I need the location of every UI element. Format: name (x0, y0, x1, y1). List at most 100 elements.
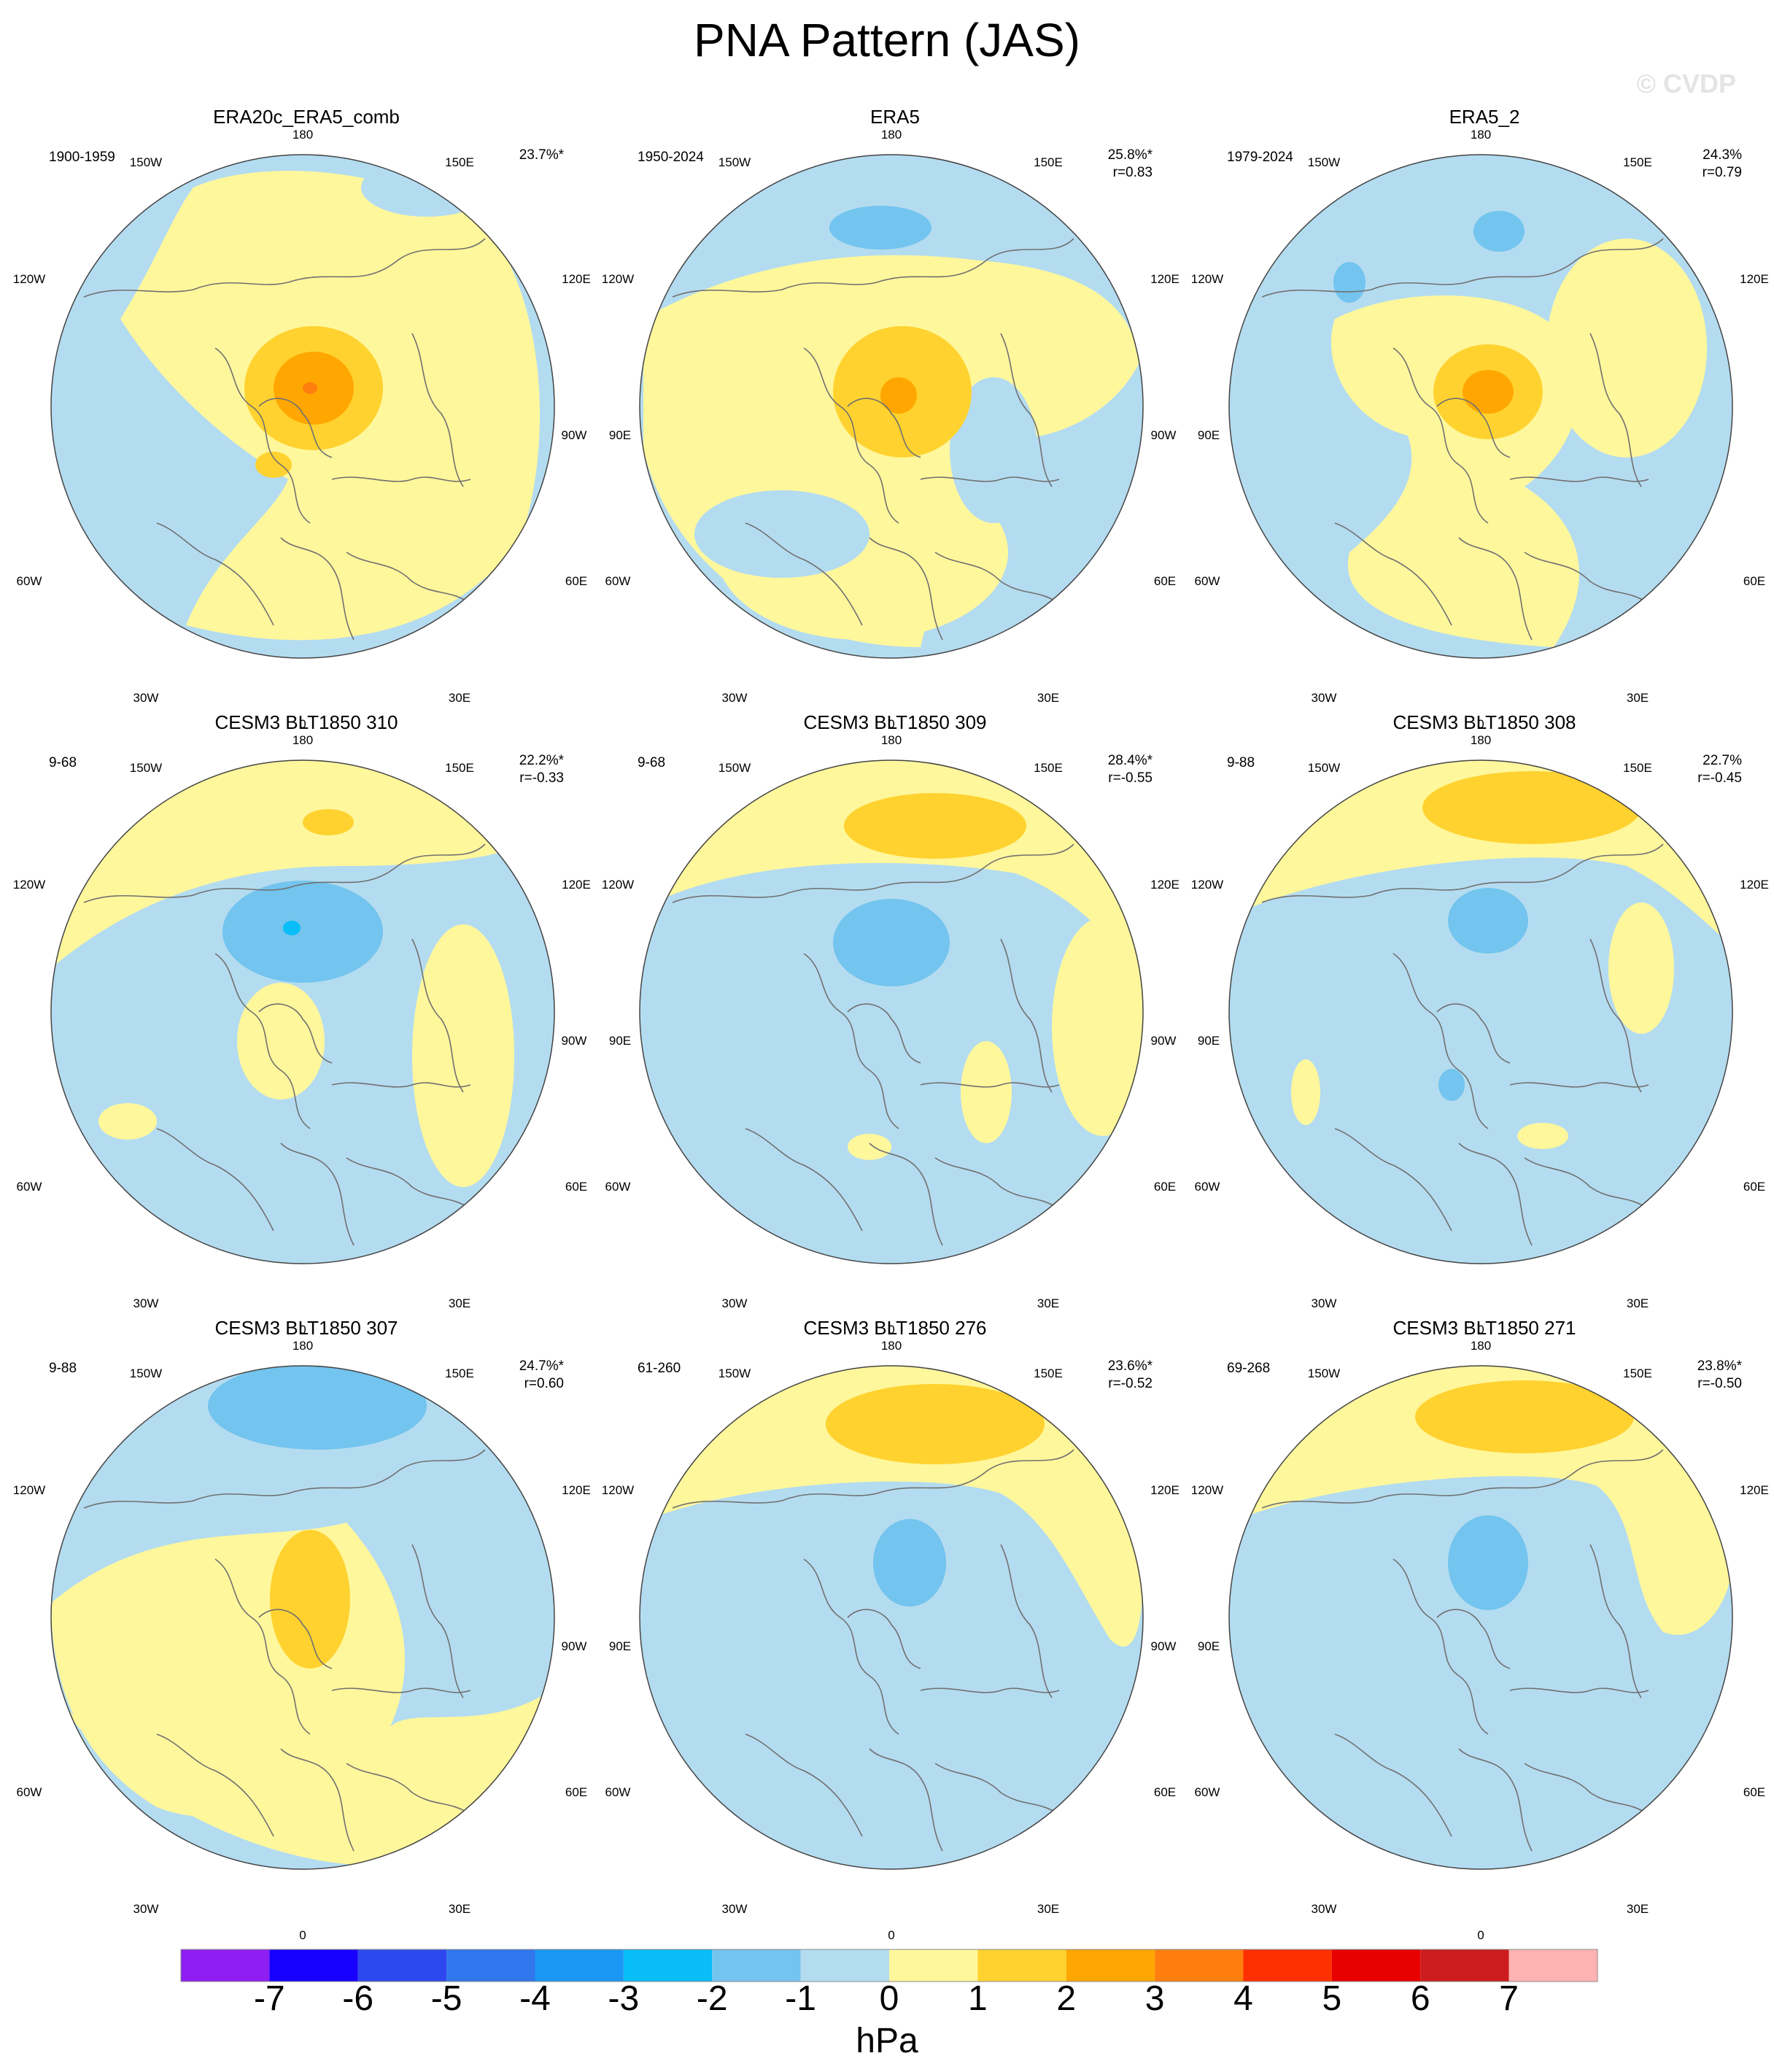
longitude-label: 60W (16, 574, 42, 588)
longitude-label: 60W (605, 1785, 631, 1799)
coastline (1524, 1763, 1649, 1815)
colorbar-swatch (623, 1949, 713, 1982)
polar-map (50, 759, 555, 1264)
panel-stats: 24.7%* r=0.60 (519, 1358, 564, 1393)
longitude-label: 0 (1477, 1323, 1484, 1337)
contour-region (283, 921, 301, 935)
map-border (50, 1365, 555, 1870)
correlation-value: r=-0.45 (1697, 770, 1742, 786)
coastline (1524, 1157, 1649, 1210)
map-border (1228, 1365, 1733, 1870)
contour-region (1291, 1059, 1320, 1125)
panel-stats: 23.6%* r=-0.52 (1108, 1358, 1153, 1393)
map-panel: ERA5_2 1979-2024 24.3% r=0.79 180 150E 120E 90E… (1151, 106, 1774, 731)
longitude-label: 150W (718, 155, 751, 169)
coastline (1436, 1609, 1511, 1669)
contour-region (55, 436, 244, 567)
longitude-label: 30W (1311, 1296, 1337, 1310)
contour-region (848, 1134, 891, 1160)
longitude-label: 30W (721, 691, 748, 705)
watermark: © CVDP (1636, 69, 1736, 98)
coastline (934, 1157, 1060, 1210)
coastline (869, 537, 943, 641)
longitude-label: 180 (880, 1339, 902, 1353)
correlation-value: r=-0.52 (1108, 1376, 1153, 1391)
coastline (1261, 843, 1664, 903)
correlation-value: r=0.83 (1112, 165, 1153, 180)
contour-region (51, 760, 543, 968)
contour-region (1546, 239, 1707, 457)
longitude-label: 30E (1626, 1902, 1649, 1916)
coastline (346, 552, 471, 604)
coastline (869, 1748, 943, 1852)
coastline (1509, 476, 1649, 482)
polar-map (1228, 154, 1733, 659)
coastline (1458, 1748, 1533, 1852)
longitude-label: 150E (1623, 155, 1652, 169)
contour-region (303, 382, 317, 394)
longitude-label: 180 (1470, 1339, 1492, 1353)
panel-title: CESM3 BLT1850 307 (214, 1317, 398, 1339)
coastline (920, 476, 1060, 482)
longitude-label: 60E (1743, 574, 1766, 588)
contour-region (826, 1384, 1045, 1464)
coastline (920, 1082, 1060, 1088)
contour-region (1608, 902, 1674, 1034)
contour-region (1052, 917, 1143, 1136)
longitude-label: 60E (565, 574, 588, 588)
coastline (1524, 552, 1649, 604)
longitude-label: 60E (1743, 1785, 1766, 1799)
longitude-label: 150W (718, 761, 751, 775)
longitude-label: 0 (888, 1323, 895, 1337)
longitude-label: 90W (1150, 428, 1177, 442)
coastline (156, 1128, 274, 1232)
longitude-label: 150E (1034, 1366, 1063, 1380)
coastline (258, 1003, 333, 1064)
contour-region (1463, 370, 1514, 414)
correlation-value: r=0.79 (1702, 165, 1742, 180)
longitude-label: 60W (1194, 1785, 1220, 1799)
longitude-label: 60E (1743, 1180, 1766, 1194)
longitude-label: 150W (1307, 155, 1341, 169)
panel-period: 1950-2024 (638, 150, 704, 165)
map-panel: CESM3 BLT1850 276 61-260 23.6%* r=-0.52 180 1… (562, 1317, 1220, 1942)
coastline (411, 333, 464, 487)
coastline (411, 938, 464, 1093)
colorbar-swatch (535, 1949, 624, 1982)
variance-percent: 23.6%* (1107, 1358, 1153, 1374)
longitude-label: 30E (1626, 691, 1649, 705)
variance-percent: 22.7% (1703, 753, 1742, 768)
longitude-label: 60E (565, 1180, 588, 1194)
longitude-label: 120W (601, 1483, 635, 1497)
coastline (83, 843, 486, 903)
panel-stats: 22.7% r=-0.45 (1697, 752, 1742, 787)
coastline (280, 1143, 355, 1246)
longitude-label: 0 (299, 717, 306, 731)
panel-title: CESM3 BLT1850 310 (214, 711, 398, 733)
colorbar-tick-label: 3 (1144, 1979, 1165, 2018)
coastline (83, 1449, 486, 1509)
longitude-label: 180 (880, 128, 902, 142)
coastline (672, 1449, 1074, 1509)
contour-region (1422, 771, 1641, 844)
longitude-label: 120W (12, 1483, 46, 1497)
longitude-label: 30E (1037, 1902, 1060, 1916)
longitude-label: 90W (561, 1034, 587, 1048)
map-panel: ERA20c_ERA5_comb 1900-1959 23.7%* 180 150E 12… (11, 106, 631, 731)
longitude-label: 150E (445, 155, 474, 169)
longitude-label: 60E (1153, 1785, 1177, 1799)
colorbar-tick-label: 0 (879, 1979, 899, 2018)
longitude-label: 90E (1197, 428, 1220, 442)
longitude-label: 180 (880, 733, 902, 747)
coastline (847, 1003, 921, 1064)
map-panel: CESM3 BLT1850 309 9-68 28.4%* r=-0.55 180 150… (562, 711, 1220, 1337)
variance-percent: 23.7%* (519, 147, 564, 163)
map-border (50, 759, 555, 1264)
contour-region (208, 1366, 427, 1450)
longitude-label: 0 (1477, 717, 1484, 731)
coastline (214, 347, 311, 524)
longitude-label: 120E (1150, 272, 1180, 286)
coastline (1334, 1733, 1452, 1837)
map-border (50, 154, 555, 659)
coastline (1458, 1143, 1533, 1246)
